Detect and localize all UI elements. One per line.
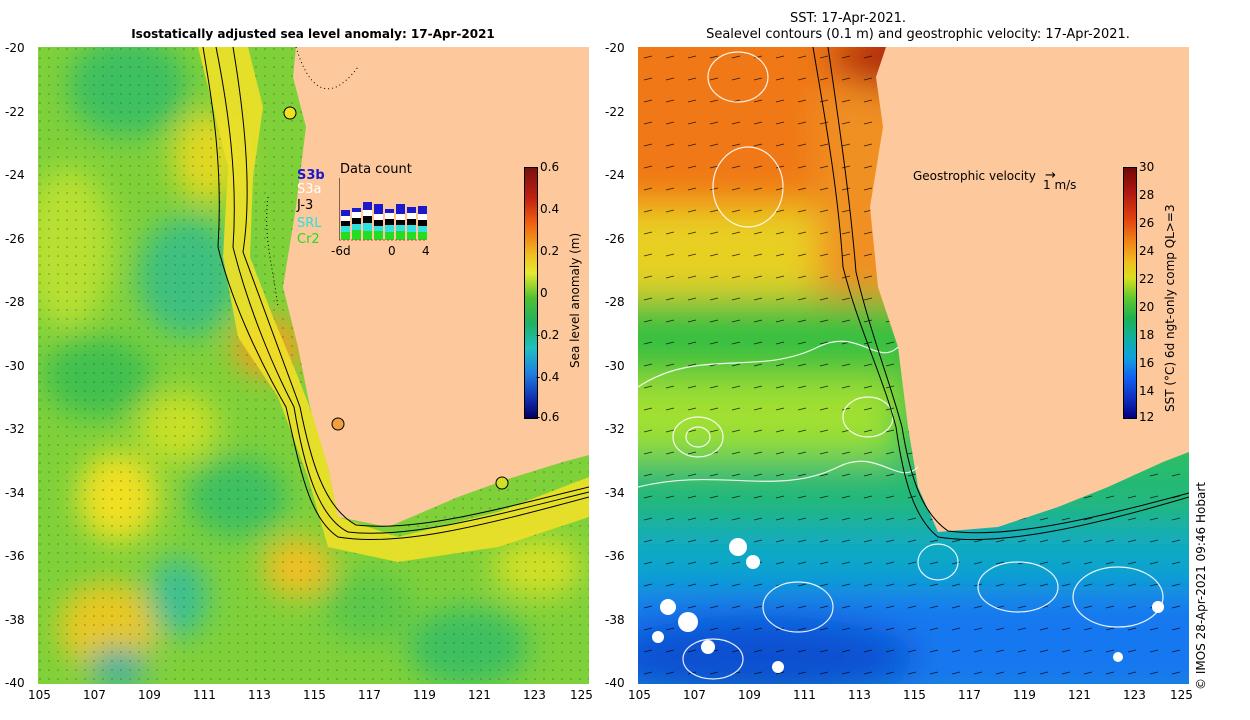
data-count-inset: Data count S3b S3a J-3 SRL Cr2 -6d 0 4 [297, 162, 430, 258]
data-count-bar-segment [363, 210, 372, 216]
data-count-bar-segment [396, 214, 405, 220]
data-count-bar-segment [363, 223, 372, 231]
data-count-bar-segment [396, 204, 405, 214]
data-count-bar-segment [363, 202, 372, 210]
data-count-bar-segment [363, 231, 372, 240]
data-count-bar-segment [374, 220, 383, 226]
data-count-bar-segment [385, 213, 394, 219]
legend-s3a: S3a [297, 182, 322, 197]
velocity-legend-arrow: → [1045, 168, 1056, 183]
data-count-bar-segment [363, 216, 372, 223]
data-count-bar-segment [396, 220, 405, 225]
legend-s3b: S3b [297, 168, 325, 183]
data-count-bar-segment [385, 219, 394, 225]
data-count-bar-segment [418, 206, 427, 214]
right-map-title-line1: SST: 17-Apr-2021. [789, 11, 907, 26]
data-count-bar-segment [396, 231, 405, 240]
data-count-bar-segment [341, 221, 350, 226]
data-count-bar-segment [407, 219, 416, 225]
right-x-axis: 105 107 109 111 113 115 117 119 121 123 … [628, 688, 1193, 702]
sst-colorbar-label: SST (°C) 6d ngt-only comp QL>=3 [1163, 204, 1177, 412]
data-count-bar-segment [418, 226, 427, 232]
sst-map [638, 47, 1189, 684]
data-count-bar-segment [418, 214, 427, 220]
data-count-bar-segment [341, 226, 350, 232]
imos-credit: © IMOS 28-Apr-2021 09:46 Hobart [1194, 482, 1208, 690]
velocity-legend-label: Geostrophic velocity [913, 169, 1036, 183]
data-count-bar-segment [374, 214, 383, 220]
data-count-bar-segment [352, 218, 361, 224]
legend-j3: J-3 [297, 198, 314, 213]
data-count-bar-segment [374, 204, 383, 214]
data-count-bar-segment [407, 207, 416, 213]
data-count-bar-segment [341, 216, 350, 221]
data-count-bar-segment [341, 232, 350, 240]
data-count-bar-segment [407, 213, 416, 219]
velocity-legend-scale: 1 m/s [1043, 178, 1077, 192]
sea-level-anomaly-map [38, 47, 589, 684]
data-count-bar-segment [341, 210, 350, 216]
data-count-bars [339, 178, 427, 241]
right-map-title-line2: Sealevel contours (0.1 m) and geostrophi… [706, 27, 1130, 42]
data-count-bar-segment [418, 232, 427, 240]
data-count-bar-segment [352, 208, 361, 212]
data-count-bar-segment [396, 225, 405, 231]
right-y-axis: -20 -22 -24 -26 -28 -30 -32 -34 -36 -38 … [605, 41, 625, 690]
sst-colorbar [1123, 167, 1137, 419]
australia-landmass [283, 47, 589, 527]
data-count-bar-segment [374, 226, 383, 231]
data-count-bar-segment [385, 232, 394, 240]
tide-gauge-marker [283, 106, 297, 120]
left-map-title: Isostatically adjusted sea level anomaly… [131, 27, 495, 41]
tide-gauge-marker [495, 476, 509, 490]
left-x-axis: 105 107 109 111 113 115 117 119 121 123 … [28, 688, 593, 702]
data-count-bar-segment [352, 224, 361, 230]
data-count-title: Data count [340, 162, 412, 177]
sla-colorbar-label: Sea level anomaly (m) [568, 232, 582, 368]
australia-landmass [870, 47, 1189, 532]
sst-colorbar-ticks: 30 28 26 24 22 20 18 16 14 12 [1139, 160, 1155, 424]
data-count-bar-segment [385, 209, 394, 213]
data-count-bar-segment [374, 231, 383, 240]
data-count-bar-segment [407, 225, 416, 232]
left-y-axis: -20 -22 -24 -26 -28 -30 -32 -34 -36 -38 … [5, 41, 25, 690]
sla-colorbar-ticks: 0.6 0.4 0.2 0 -0.2 -0.4 -0.6 [536, 160, 560, 424]
data-count-bar-segment [418, 220, 427, 226]
data-count-bar-segment [407, 232, 416, 240]
tide-gauge-marker [331, 417, 345, 431]
legend-cr2: Cr2 [297, 232, 320, 247]
sla-colorbar [524, 167, 538, 419]
data-count-bar-segment [385, 225, 394, 232]
data-count-bar-segment [352, 212, 361, 218]
data-count-bar-segment [352, 230, 361, 240]
legend-srl: SRL [297, 216, 322, 231]
